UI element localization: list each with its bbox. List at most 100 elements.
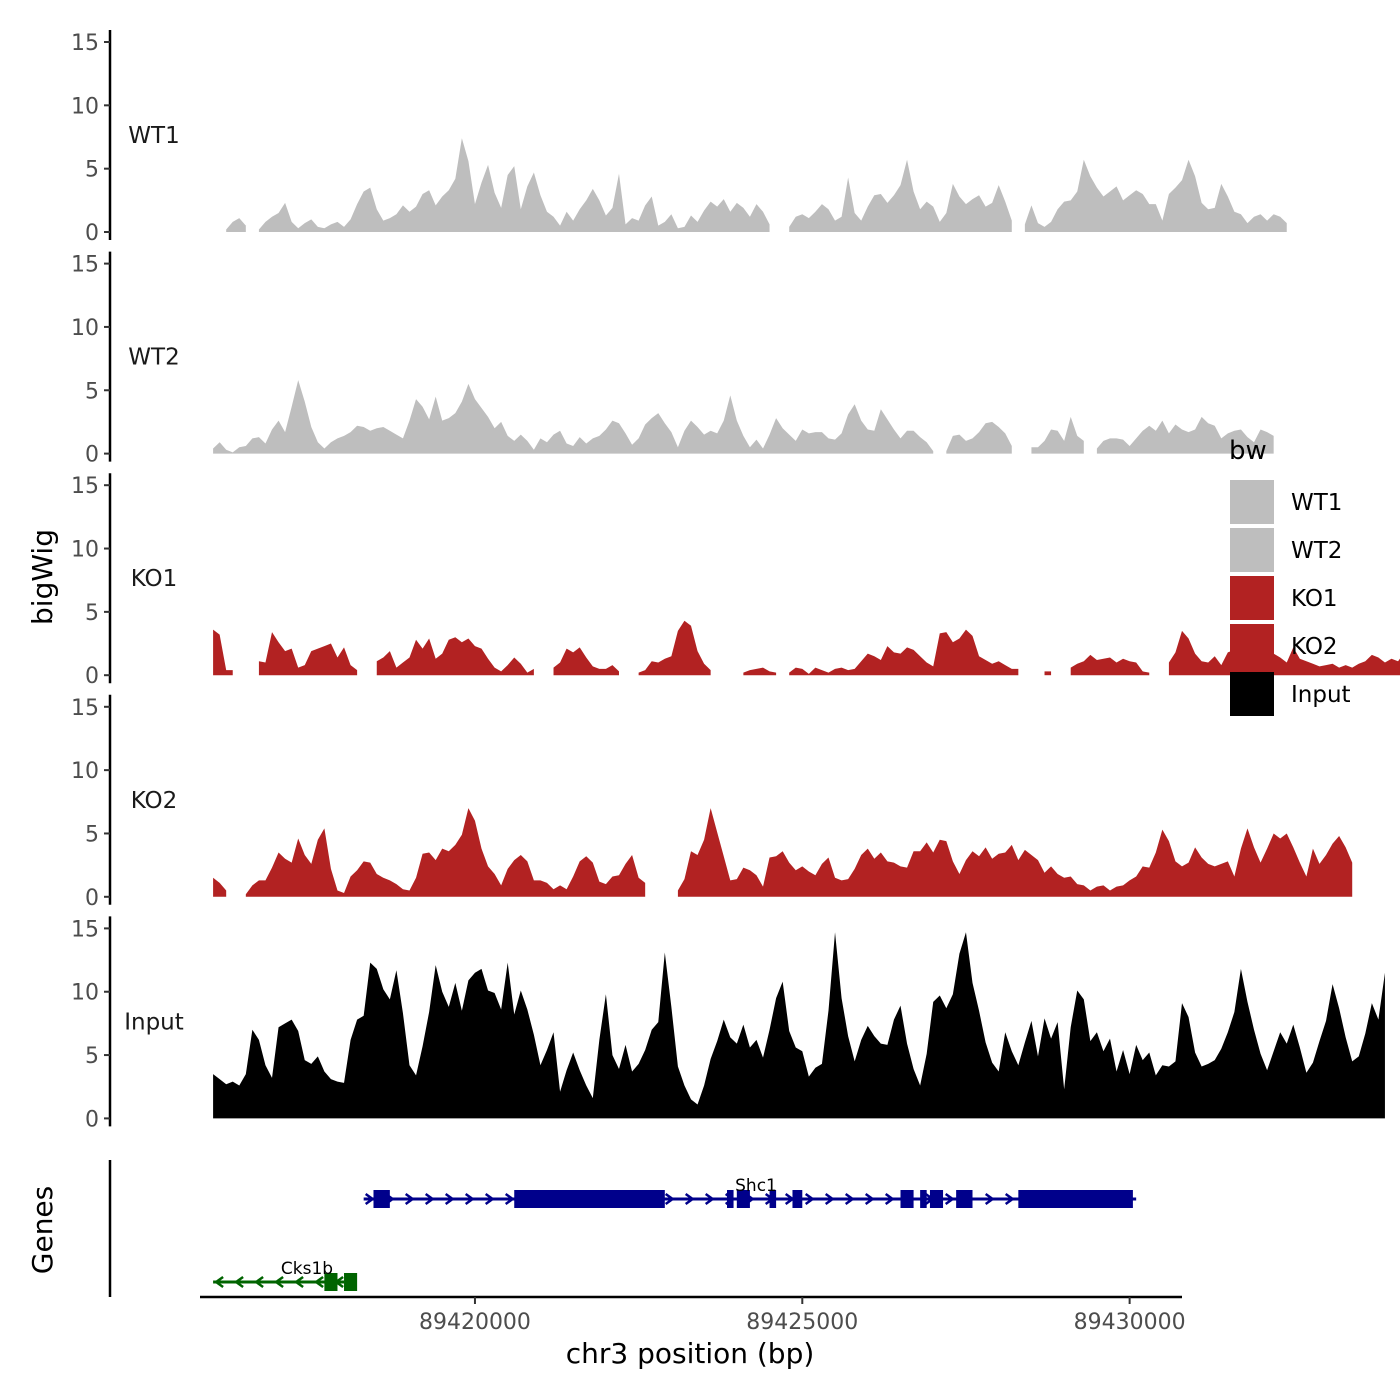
- gene-exon: [736, 1190, 750, 1208]
- strand-arrow: [864, 1192, 875, 1206]
- gene-exon: [792, 1190, 803, 1208]
- y-axis-title: bigWig: [26, 529, 59, 625]
- y-tick-label: 5: [85, 1044, 99, 1069]
- coverage-area: [553, 647, 619, 676]
- legend-swatch: [1230, 480, 1274, 524]
- legend-swatch: [1230, 624, 1274, 668]
- gene-label: Shc1: [735, 1176, 777, 1196]
- legend-label: KO2: [1291, 634, 1338, 660]
- coverage-area: [245, 808, 646, 897]
- strand-arrow: [233, 1275, 244, 1289]
- legend-label: KO1: [1291, 586, 1338, 612]
- x-tick-label: 89430000: [1074, 1310, 1186, 1335]
- gene-exon: [956, 1190, 973, 1208]
- gene-exon: [929, 1190, 944, 1208]
- y-tick-label: 0: [85, 443, 99, 468]
- strand-arrow: [824, 1192, 835, 1206]
- x-axis: 89420000 89425000 89430000: [200, 1295, 1186, 1335]
- legend-label: WT1: [1291, 490, 1342, 516]
- track-label: WT2: [128, 345, 179, 371]
- strand-arrow: [424, 1192, 435, 1206]
- coverage-area: [213, 932, 1385, 1119]
- coverage-area: [638, 620, 711, 676]
- y-tick-label: 0: [85, 886, 99, 911]
- y-tick-label: 10: [71, 538, 99, 563]
- genes-axis-title: Genes: [26, 1186, 59, 1274]
- strand-arrow: [984, 1192, 995, 1206]
- x-tick-label: 89420000: [419, 1310, 531, 1335]
- y-tick-label: 10: [71, 94, 99, 119]
- strand-arrow: [464, 1192, 475, 1206]
- legend-swatch: [1230, 672, 1274, 716]
- coverage-area: [743, 667, 777, 676]
- coverage-area: [789, 159, 1012, 232]
- coverage-area: [946, 421, 1012, 454]
- track-label: Input: [124, 1009, 184, 1035]
- coverage-area: [1168, 630, 1400, 676]
- coverage-area: [258, 138, 770, 232]
- coverage-area: [1070, 654, 1150, 676]
- y-tick-label: 15: [71, 253, 99, 278]
- gene-exon: [344, 1273, 358, 1291]
- track-label: WT1: [128, 123, 179, 149]
- strand-arrow: [364, 1192, 375, 1206]
- gene-exon: [769, 1190, 777, 1208]
- gene-exon: [920, 1190, 927, 1208]
- gene-exon: [1018, 1190, 1133, 1208]
- track-ko1: 0 5 10 15 KO1: [71, 473, 1400, 689]
- y-tick-label: 5: [85, 158, 99, 183]
- strand-arrow: [844, 1192, 855, 1206]
- y-tick-label: 15: [71, 696, 99, 721]
- gene-exon: [324, 1273, 338, 1291]
- gene-label: Cks1b: [281, 1259, 333, 1279]
- y-tick-label: 10: [71, 759, 99, 784]
- y-tick-label: 10: [71, 316, 99, 341]
- x-tick-label: 89425000: [746, 1310, 858, 1335]
- strand-arrow: [944, 1192, 955, 1206]
- gene-exon: [373, 1190, 390, 1208]
- strand-arrow: [213, 1275, 224, 1289]
- strand-arrow: [804, 1192, 815, 1206]
- coverage-area: [1044, 671, 1052, 676]
- coverage-tracks: 0 5 10 15 WT1 0 5 10 15 WT2 0 5 10 15 KO1 0 5 10 15 KO2 0 5 10…: [71, 30, 1400, 1132]
- gene-cks1b: Cks1b: [213, 1259, 358, 1291]
- coverage-area: [376, 637, 534, 676]
- y-tick-label: 0: [85, 1107, 99, 1132]
- strand-arrow: [684, 1192, 695, 1206]
- coverage-area: [213, 629, 233, 676]
- track-input: 0 5 10 15 Input: [71, 916, 1385, 1132]
- y-tick-label: 0: [85, 664, 99, 689]
- coverage-area: [213, 877, 227, 897]
- coverage-area: [1031, 416, 1084, 454]
- strand-arrow: [1004, 1192, 1015, 1206]
- strand-arrow: [253, 1275, 264, 1289]
- gene-exon: [900, 1190, 914, 1208]
- y-tick-label: 15: [71, 917, 99, 942]
- strand-arrow: [444, 1192, 455, 1206]
- strand-arrow: [404, 1192, 415, 1206]
- strand-arrow: [504, 1192, 515, 1206]
- y-tick-label: 5: [85, 822, 99, 847]
- coverage-area: [1024, 159, 1287, 232]
- track-wt1: 0 5 10 15 WT1: [71, 30, 1287, 246]
- track-label: KO2: [131, 788, 178, 814]
- strand-arrow: [273, 1275, 284, 1289]
- y-tick-label: 5: [85, 601, 99, 626]
- legend-title: bw: [1229, 436, 1267, 466]
- legend-label: WT2: [1291, 538, 1342, 564]
- strand-arrow: [704, 1192, 715, 1206]
- coverage-area: [226, 218, 246, 232]
- legend-label: Input: [1291, 682, 1351, 708]
- y-tick-label: 5: [85, 379, 99, 404]
- coverage-area: [258, 632, 358, 676]
- y-tick-label: 0: [85, 221, 99, 246]
- track-label: KO1: [131, 566, 178, 592]
- y-tick-label: 15: [71, 474, 99, 499]
- gene-track: Cks1b Shc1: [108, 1160, 1137, 1297]
- coverage-area: [789, 629, 1019, 676]
- gene-exon: [727, 1190, 734, 1208]
- track-wt2: 0 5 10 15 WT2: [71, 251, 1274, 468]
- legend: bw WT1 WT2 KO1 KO2 Input: [1229, 436, 1351, 716]
